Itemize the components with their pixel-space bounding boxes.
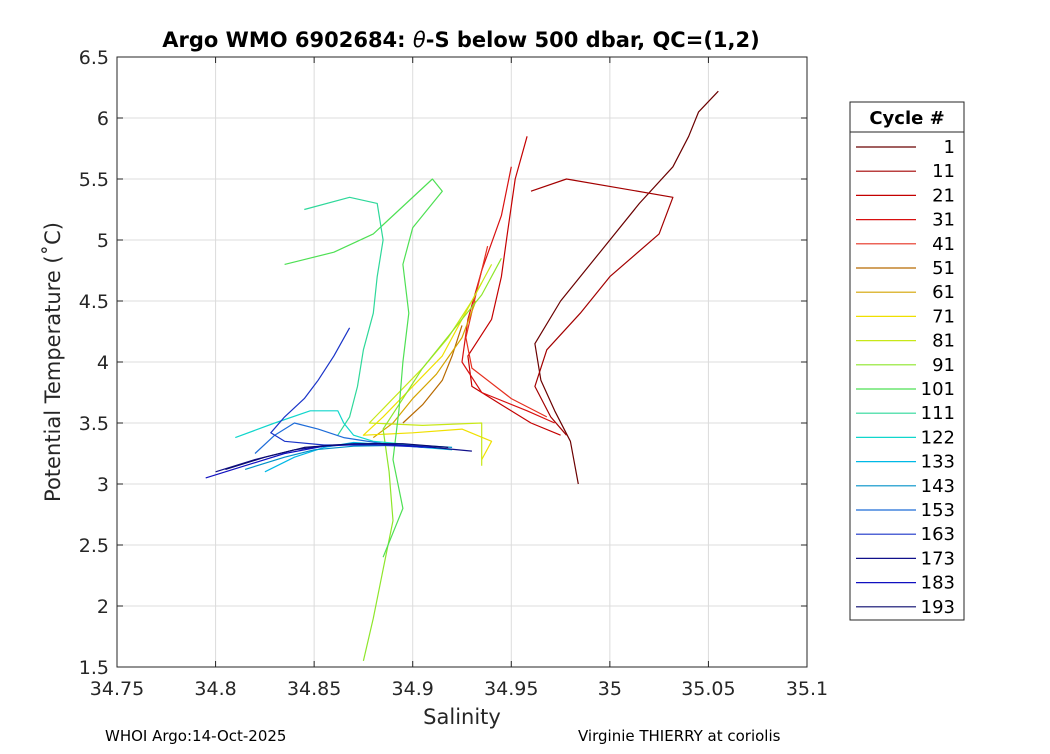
series-line-cycle-1 [534, 90, 719, 485]
series-line-cycle-31 [461, 166, 555, 424]
x-tick-label: 35 [598, 678, 622, 700]
series-line-cycle-41 [465, 245, 548, 418]
legend: Cycle # 11121314151617181911011111221331… [849, 101, 965, 621]
series-line-cycle-183 [205, 443, 433, 479]
y-tick-label: 2.5 [79, 535, 109, 557]
series-line-cycle-11 [530, 178, 674, 436]
series-line-cycle-111 [304, 196, 384, 436]
legend-label-cycle-21: 21 [932, 185, 955, 206]
series-line-cycle-61 [372, 300, 477, 439]
legend-title: Cycle # [869, 108, 944, 129]
legend-label-cycle-153: 153 [921, 500, 955, 521]
legend-label-cycle-71: 71 [932, 306, 955, 327]
series-line-cycle-71 [362, 282, 493, 460]
y-tick-label: 3 [97, 474, 109, 496]
x-tick-label: 34.8 [194, 678, 236, 700]
series-layer [205, 90, 719, 662]
legend-label-cycle-51: 51 [932, 258, 955, 279]
x-tick-label: 35.1 [786, 678, 828, 700]
legend-label-cycle-183: 183 [921, 573, 955, 594]
y-tick-label: 6 [97, 108, 109, 130]
series-line-cycle-91 [362, 258, 502, 662]
y-tick-label: 1.5 [79, 657, 109, 679]
y-tick-label: 4 [97, 352, 109, 374]
x-tick-label: 34.95 [484, 678, 538, 700]
legend-label-cycle-1: 1 [944, 137, 955, 158]
legend-label-cycle-163: 163 [921, 524, 955, 545]
y-tick-label: 6.5 [79, 47, 109, 69]
y-axis-label: Potential Temperature (˚C) [41, 222, 65, 502]
chart-title: Argo WMO 6902684: θ-S below 500 dbar, QC… [162, 28, 759, 52]
legend-label-cycle-122: 122 [921, 427, 955, 448]
legend-label-cycle-193: 193 [921, 597, 955, 618]
x-axis-label: Salinity [423, 705, 501, 729]
legend-entries: 1112131415161718191101111122133143153163… [856, 137, 955, 618]
series-line-cycle-51 [402, 325, 463, 424]
series-line-cycle-21 [467, 136, 561, 436]
title-suffix: -S below 500 dbar, QC=(1,2) [426, 28, 760, 52]
legend-label-cycle-101: 101 [921, 379, 955, 400]
title-theta-symbol: θ [413, 28, 426, 52]
legend-label-cycle-173: 173 [921, 548, 955, 569]
y-tick-label: 5 [97, 230, 109, 252]
y-tick-label: 5.5 [79, 169, 109, 191]
legend-label-cycle-41: 41 [932, 234, 955, 255]
x-tick-label: 34.9 [392, 678, 434, 700]
y-tick-label: 2 [97, 596, 109, 618]
legend-label-cycle-81: 81 [932, 331, 955, 352]
x-tick-label: 34.85 [287, 678, 341, 700]
ticks: 34.75 34.8 34.85 34.9 34.95 35 35.05 35.11.522.… [79, 47, 828, 700]
legend-label-cycle-61: 61 [932, 282, 955, 303]
series-line-cycle-81 [368, 264, 493, 466]
y-tick-label: 4.5 [79, 291, 109, 313]
legend-label-cycle-31: 31 [932, 210, 955, 231]
x-tick-label: 35.05 [681, 678, 735, 700]
legend-label-cycle-133: 133 [921, 452, 955, 473]
legend-label-cycle-11: 11 [932, 161, 955, 182]
plot-area: 34.75 34.8 34.85 34.9 34.95 35 35.05 35.11.522.… [79, 47, 828, 700]
legend-label-cycle-111: 111 [921, 403, 955, 424]
y-tick-label: 3.5 [79, 413, 109, 435]
legend-label-cycle-143: 143 [921, 476, 955, 497]
series-line-cycle-101 [284, 178, 443, 558]
x-tick-label: 34.75 [90, 678, 144, 700]
footer-right-credit: Virginie THIERRY at coriolis [578, 727, 781, 745]
title-prefix: Argo WMO 6902684: [162, 28, 413, 52]
legend-label-cycle-91: 91 [932, 355, 955, 376]
series-line-cycle-193 [225, 443, 449, 470]
footer-left-credit: WHOI Argo:14-Oct-2025 [105, 727, 286, 745]
